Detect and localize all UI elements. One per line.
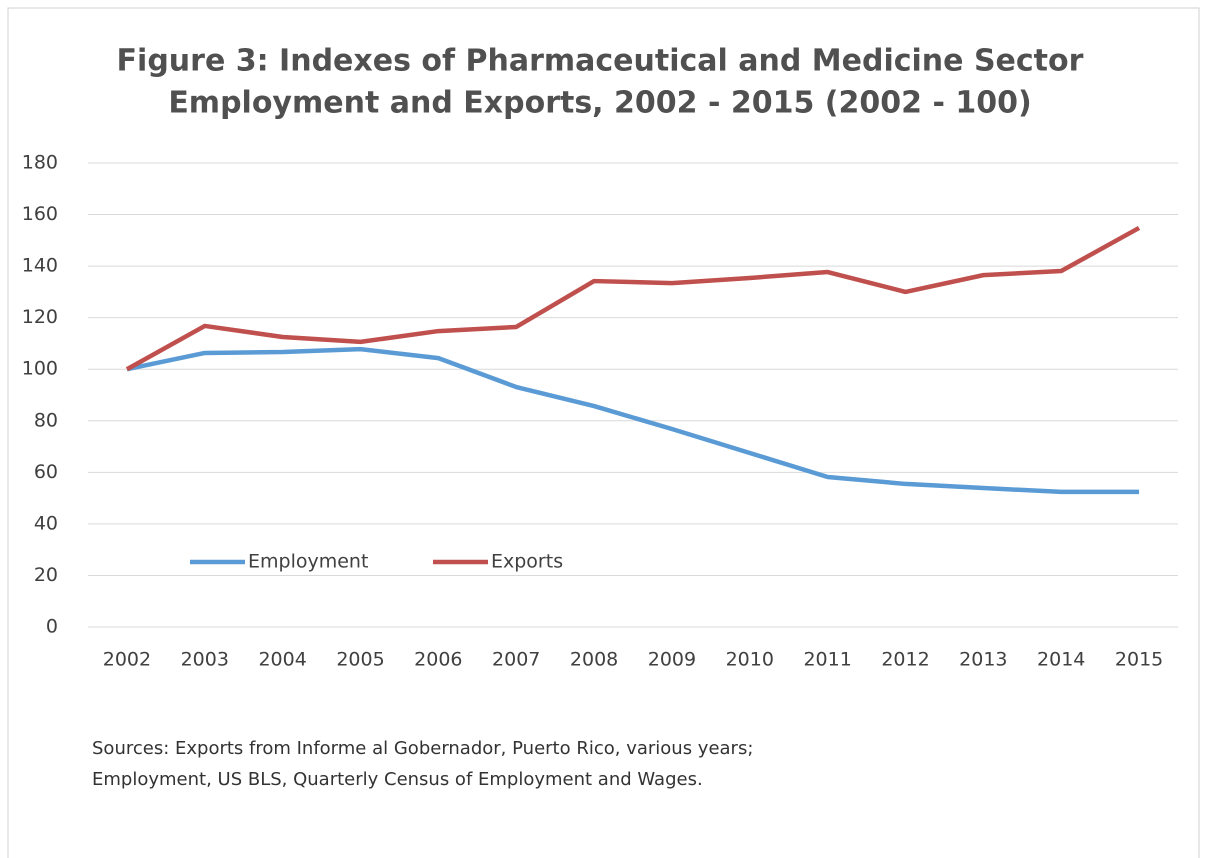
x-tick-label: 2013 (959, 649, 1007, 671)
note: Employment, US BLS, Quarterly Census of … (92, 769, 703, 790)
x-tick-label: 2015 (1115, 649, 1163, 671)
y-tick-label: 180 (22, 152, 58, 174)
legend-label: Exports (491, 551, 563, 573)
x-tick-label: 2005 (336, 649, 384, 671)
y-tick-label: 20 (34, 564, 58, 586)
x-tick-label: 2003 (181, 649, 229, 671)
x-tick-label: 2009 (648, 649, 696, 671)
chart-title: Employment and Exports, 2002 - 2015 (200… (168, 86, 1031, 121)
series-line (126, 346, 1140, 495)
x-tick-label: 2007 (492, 649, 540, 671)
chart-title: Figure 3: Indexes of Pharmaceutical and … (117, 44, 1084, 79)
x-tick-label: 2004 (258, 649, 306, 671)
x-tick-label: 2014 (1037, 649, 1085, 671)
y-tick-label: 140 (22, 255, 58, 277)
y-tick-label: 0 (46, 616, 58, 638)
y-tick-label: 60 (34, 461, 58, 483)
y-tick-label: 100 (22, 358, 58, 380)
x-tick-label: 2002 (103, 649, 151, 671)
legend-label: Employment (248, 551, 368, 573)
x-tick-label: 2008 (570, 649, 618, 671)
x-tick-label: 2006 (414, 649, 462, 671)
y-tick-label: 80 (34, 409, 58, 431)
x-tick-label: 2012 (881, 649, 929, 671)
y-tick-label: 40 (34, 512, 58, 534)
x-tick-label: 2011 (803, 649, 851, 671)
series-line (125, 225, 1141, 372)
y-tick-label: 120 (22, 306, 58, 328)
note: Sources: Exports from Informe al Goberna… (92, 738, 753, 759)
chart-frame (7, 7, 1200, 858)
x-tick-label: 2010 (726, 649, 774, 671)
y-tick-label: 160 (22, 203, 58, 225)
